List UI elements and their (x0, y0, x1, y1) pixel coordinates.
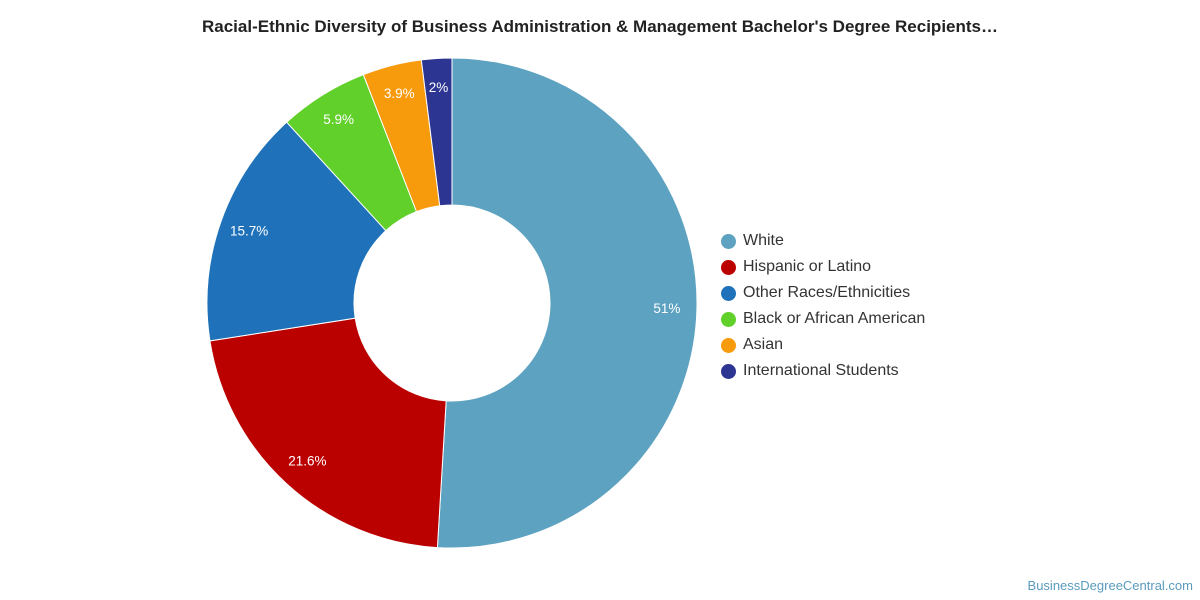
legend-label: Asian (743, 336, 784, 353)
legend-swatch (721, 311, 736, 327)
slice-label: 5.9% (323, 112, 354, 127)
legend-label: Hispanic or Latino (743, 258, 872, 275)
slice-international-students[interactable] (420, 57, 453, 207)
legend-item[interactable]: Black or African American (721, 306, 925, 332)
source-credit[interactable]: BusinessDegreeCentral.com (1027, 578, 1193, 593)
legend-swatch (721, 337, 736, 353)
legend-label: International Students (743, 362, 899, 379)
legend-label: White (743, 232, 784, 249)
legend-label: Black or African American (743, 310, 926, 327)
chart-legend: White Hispanic or Latino Other Races/Ethni… (721, 228, 925, 384)
legend-swatch (721, 233, 736, 249)
slice-label: 51% (653, 301, 680, 316)
slice-white[interactable] (436, 57, 698, 549)
slice-hispanic-or-latino[interactable] (209, 317, 447, 549)
legend-item[interactable]: White (721, 228, 925, 254)
donut-labels: 51% 21.6% 15.7% 5.9% 3.9% 2% (230, 80, 680, 469)
slice-label: 2% (429, 80, 449, 95)
legend-swatch (721, 259, 736, 275)
legend-label: Other Races/Ethnicities (743, 284, 911, 301)
legend-item[interactable]: International Students (721, 358, 925, 384)
donut-slices (206, 57, 698, 549)
slice-label: 15.7% (230, 223, 268, 238)
slice-label: 21.6% (288, 454, 326, 469)
legend-item[interactable]: Other Races/Ethnicities (721, 280, 925, 306)
slice-label: 3.9% (384, 86, 415, 101)
legend-item[interactable]: Asian (721, 332, 925, 358)
legend-swatch (721, 363, 736, 379)
legend-swatch (721, 285, 736, 301)
slice-other-races-ethnicities[interactable] (206, 121, 387, 342)
chart-title: Racial-Ethnic Diversity of Business Admi… (201, 17, 998, 36)
legend-item[interactable]: Hispanic or Latino (721, 254, 925, 280)
